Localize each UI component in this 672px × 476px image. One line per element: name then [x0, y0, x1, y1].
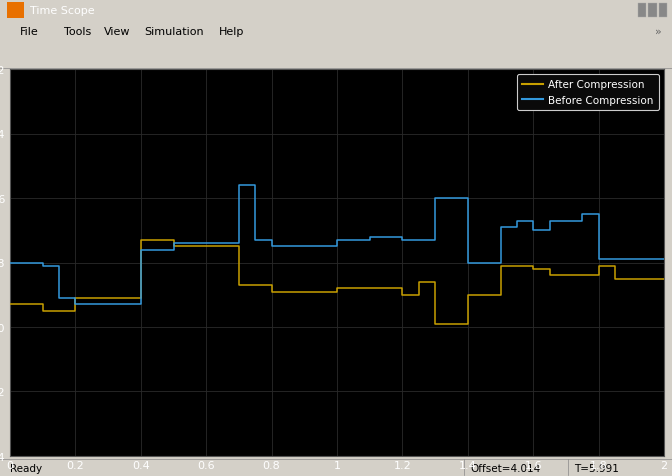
Bar [648, 4, 657, 18]
Legend: After Compression, Before Compression: After Compression, Before Compression [517, 75, 659, 110]
Text: Tools: Tools [64, 27, 91, 37]
Text: View: View [104, 27, 130, 37]
Text: Simulation: Simulation [144, 27, 204, 37]
Bar [7, 3, 24, 19]
Text: Help: Help [218, 27, 244, 37]
Text: Offset=4.014: Offset=4.014 [470, 463, 541, 473]
Text: Time Scope: Time Scope [30, 6, 95, 16]
Text: File: File [20, 27, 39, 37]
Bar [659, 4, 667, 18]
Text: T=5.991: T=5.991 [575, 463, 620, 473]
Text: »: » [655, 27, 662, 37]
Bar [638, 4, 646, 18]
Text: Ready: Ready [10, 463, 42, 473]
